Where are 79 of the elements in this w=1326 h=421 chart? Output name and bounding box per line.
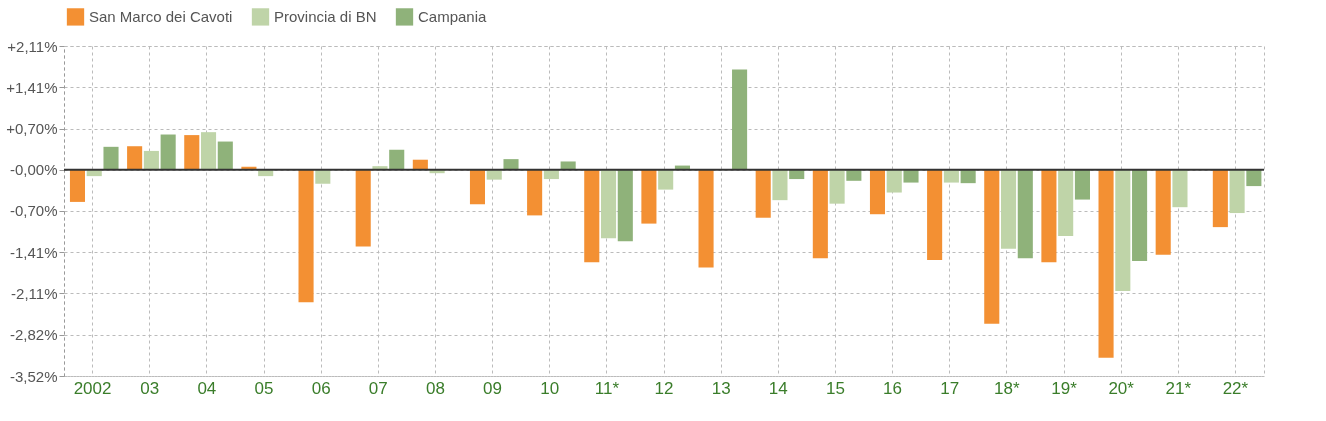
bar <box>641 169 657 224</box>
x-tick-label: 11* <box>594 378 620 398</box>
bar <box>184 135 200 170</box>
bar <box>732 69 748 170</box>
legend-label: Provincia di BN <box>274 7 377 25</box>
y-tick-label: -3,52% <box>9 367 58 385</box>
bar <box>527 169 543 216</box>
bar <box>658 169 674 190</box>
legend-label: Campania <box>418 7 488 25</box>
bar <box>1017 169 1033 259</box>
bar <box>886 169 902 193</box>
x-tick-label: 12 <box>654 378 674 398</box>
bar <box>1058 169 1074 236</box>
bar <box>812 169 828 259</box>
bar <box>315 169 331 184</box>
bar <box>1074 169 1090 200</box>
y-tick-label: +2,11% <box>7 37 58 55</box>
x-tick-label: 13 <box>711 378 731 398</box>
bar <box>1246 169 1262 187</box>
x-tick-label: 17 <box>940 378 960 398</box>
bar <box>160 134 176 170</box>
bar <box>1212 169 1228 228</box>
bar <box>1041 169 1057 263</box>
bar <box>298 169 314 303</box>
bar <box>617 169 633 242</box>
y-tick-label: -2,11% <box>11 284 58 302</box>
bar <box>1098 169 1114 358</box>
x-tick-label: 21* <box>1165 378 1192 398</box>
legend-label: San Marco dei Cavoti <box>89 7 233 25</box>
y-tick-label: +0,70% <box>6 120 58 138</box>
bar <box>772 169 788 201</box>
bar <box>903 169 919 183</box>
x-tick-label: 16 <box>883 378 903 398</box>
bar <box>1000 169 1017 249</box>
bar <box>486 169 502 180</box>
bar <box>984 169 1000 324</box>
bar <box>1132 169 1148 262</box>
bar <box>584 169 600 263</box>
bar <box>69 169 86 202</box>
x-tick-label: 09 <box>483 378 503 398</box>
bar <box>755 169 771 218</box>
x-tick-label: 15 <box>825 378 845 398</box>
bar <box>927 169 943 260</box>
bar <box>600 169 617 239</box>
x-tick-label: 03 <box>140 378 160 398</box>
x-tick-label: 08 <box>425 378 445 398</box>
x-tick-label: 2002 <box>73 378 112 398</box>
bar <box>389 149 405 170</box>
x-tick-label: 06 <box>311 378 331 398</box>
y-tick-label: -0,70% <box>9 202 58 220</box>
x-tick-label: 05 <box>254 378 274 398</box>
x-tick-label: 07 <box>368 378 388 398</box>
bar <box>1155 169 1171 255</box>
x-tick-label: 10 <box>540 378 560 398</box>
bar <box>943 169 959 183</box>
bar <box>355 169 371 247</box>
bar <box>1172 169 1188 208</box>
x-tick-label: 19* <box>1051 378 1078 398</box>
bar <box>1229 169 1245 214</box>
bar <box>1115 169 1131 292</box>
bar <box>469 169 486 205</box>
bar <box>829 169 845 204</box>
bar <box>869 169 886 215</box>
bar <box>103 146 119 170</box>
y-tick-label: -2,82% <box>9 326 58 344</box>
bar <box>200 132 217 170</box>
bar <box>217 141 233 170</box>
y-tick-label: -1,41% <box>9 243 58 261</box>
x-tick-label: 14 <box>768 378 788 398</box>
bar <box>143 150 159 170</box>
x-tick-label: 22* <box>1222 378 1249 398</box>
y-tick-label: +1,41% <box>6 78 58 96</box>
x-tick-label: 04 <box>197 378 217 398</box>
y-tick-label: -0,00% <box>9 161 58 179</box>
bar <box>698 169 714 268</box>
bar <box>127 146 143 170</box>
bar <box>503 159 519 170</box>
x-tick-label: 18* <box>994 378 1020 398</box>
x-tick-label: 20* <box>1108 378 1135 398</box>
